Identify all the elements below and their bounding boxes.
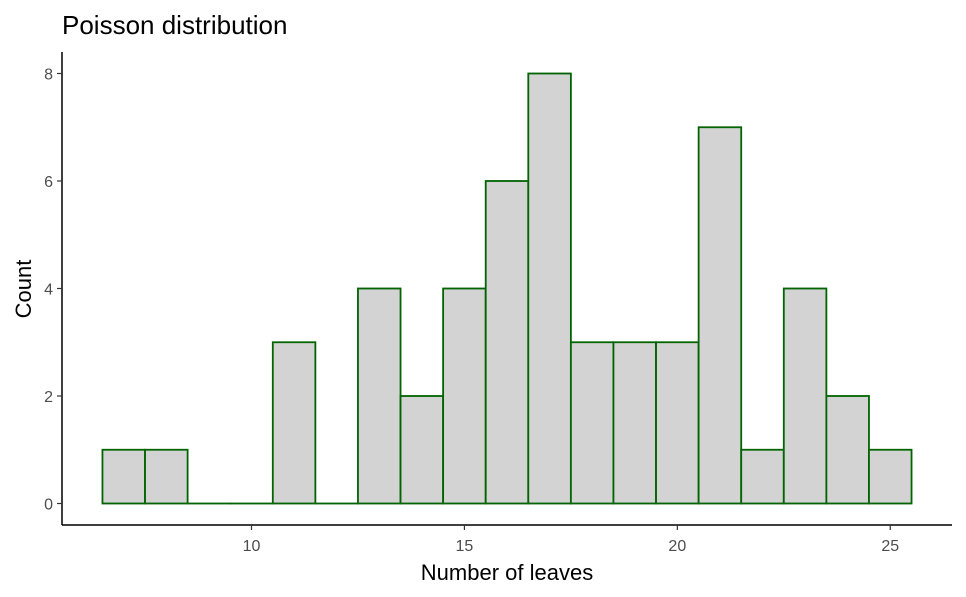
x-tick-label: 20	[668, 538, 686, 555]
histogram-bar	[612, 341, 657, 505]
x-tick-label: 25	[881, 538, 899, 555]
histogram-bar	[782, 287, 828, 505]
histogram-bar	[655, 341, 700, 505]
y-axis-ticks: 0 2 4 6 8	[44, 67, 62, 514]
y-axis-title: Count	[11, 260, 36, 319]
y-tick-label: 4	[44, 282, 53, 299]
x-tick-label: 15	[456, 538, 474, 555]
histogram-bar	[271, 341, 317, 505]
bars-group	[101, 72, 913, 505]
y-tick-label: 0	[44, 497, 53, 514]
histogram-bar	[825, 395, 870, 505]
x-tick-label: 10	[243, 538, 261, 555]
x-axis-title: Number of leaves	[421, 560, 593, 585]
histogram-bar	[868, 448, 913, 505]
histogram-bar	[527, 72, 572, 505]
histogram-bar	[442, 287, 487, 505]
histogram-bar	[357, 287, 402, 505]
histogram-bar	[399, 395, 445, 505]
x-axis-ticks: 10 15 20 25	[243, 525, 899, 555]
y-tick-label: 2	[44, 389, 53, 406]
histogram-bar	[144, 448, 189, 505]
y-tick-label: 6	[44, 174, 53, 191]
y-tick-label: 8	[44, 67, 53, 84]
histogram-bar	[569, 341, 615, 505]
chart-title: Poisson distribution	[62, 10, 287, 40]
histogram-bar	[740, 448, 785, 505]
histogram-bar	[697, 126, 743, 505]
histogram-bar	[484, 180, 530, 505]
histogram-bar	[101, 448, 146, 505]
